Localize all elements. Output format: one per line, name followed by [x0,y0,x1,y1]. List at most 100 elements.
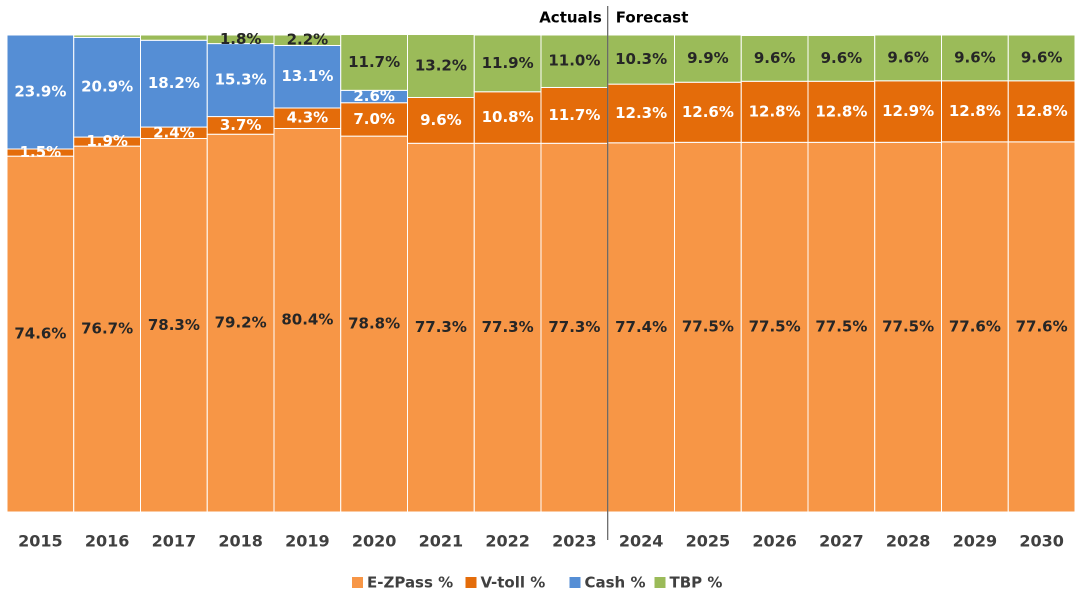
data-label: 15.3% [215,71,267,89]
data-label: 9.9% [687,49,729,67]
data-label: 77.5% [749,318,801,336]
legend-label: V-toll % [481,574,546,592]
data-label: 12.8% [949,102,1001,120]
x-tick-label: 2018 [218,532,263,551]
bar-segment [73,34,141,38]
data-label: 10.8% [482,108,534,126]
x-tick-label: 2030 [1019,532,1064,551]
data-label: 2.2% [287,31,329,49]
data-label: 12.8% [749,102,801,120]
x-tick-label: 2021 [419,532,464,551]
x-tick-label: 2017 [152,532,197,551]
data-label: 77.3% [415,318,467,336]
data-label: 11.9% [482,54,534,72]
bar-segment [140,34,208,41]
bar-segment [807,34,876,82]
bar-segment [874,80,942,143]
bar-segment [473,34,542,93]
x-tick-label: 2023 [552,532,597,551]
data-label: 77.3% [482,318,534,336]
data-label: 78.3% [148,316,200,334]
bar-segment [6,34,75,150]
bar-segment [340,102,408,137]
x-tick-label: 2027 [819,532,864,551]
data-label: 2.6% [353,87,395,105]
x-tick-label: 2019 [285,532,330,551]
x-tick-label: 2025 [686,532,731,551]
bar-segment [807,141,876,513]
data-label: 9.6% [821,49,863,67]
x-tick-label: 2022 [485,532,530,551]
bar-segment [206,43,275,118]
data-label: 12.6% [682,103,734,121]
data-label: 74.6% [14,325,66,343]
bar-segment [874,34,942,82]
x-tick-label: 2024 [619,532,664,551]
data-label: 23.9% [14,83,66,101]
bar-segment [540,86,609,144]
x-tick-label: 2020 [352,532,397,551]
data-label: 13.2% [415,57,467,75]
data-label: 78.8% [348,315,400,333]
data-label: 3.7% [220,116,262,134]
bar-segment [607,83,675,144]
legend-label: E-ZPass % [367,574,453,592]
data-label: 77.5% [882,318,934,336]
bar-segment [740,80,809,143]
legend-swatch [569,577,581,588]
data-label: 76.7% [81,320,133,338]
bar-segment [340,135,408,513]
legend-label: TBP % [670,574,723,592]
bar-segment [273,127,342,513]
bar-segment [407,34,475,98]
x-tick-label: 2026 [752,532,797,551]
bar-segment [607,34,675,85]
bar-segment [607,142,675,513]
data-label: 77.6% [1016,317,1068,335]
data-label: 9.6% [420,111,462,129]
data-label: 9.6% [887,48,929,66]
data-label: 9.6% [1021,48,1063,66]
bar-segment [807,80,876,143]
data-label: 12.8% [815,102,867,120]
x-tick-label: 2015 [18,532,63,551]
bar-segment [206,133,275,513]
data-label: 77.4% [615,318,667,336]
data-label: 1.5% [20,143,62,161]
data-label: 20.9% [81,78,133,96]
bar-segment [740,34,809,82]
data-label: 11.7% [548,106,600,124]
bar-segment [407,96,475,144]
annotation: Forecast [616,9,689,27]
data-label: 18.2% [148,74,200,92]
data-label: 4.3% [287,109,329,127]
data-label: 11.0% [548,52,600,70]
data-label: 80.4% [281,311,333,329]
legend-swatch [654,577,666,588]
data-label: 9.6% [754,49,796,67]
bar-segment [1007,80,1075,143]
data-label: 2.4% [153,123,195,141]
x-tick-label: 2029 [953,532,998,551]
bar-segment [1007,141,1075,513]
data-label: 9.6% [954,48,996,66]
bar-segment [340,34,408,91]
data-label: 77.6% [949,317,1001,335]
bar-segment [473,142,542,513]
data-label: 13.1% [281,67,333,85]
legend-swatch [352,577,363,588]
data-label: 77.3% [548,318,600,336]
data-label: 1.8% [220,30,262,48]
data-label: 12.8% [1016,102,1068,120]
legend-label: Cash % [585,574,646,592]
annotation: Actuals [539,9,602,27]
x-tick-label: 2016 [85,532,130,551]
bar-segment [6,155,75,513]
data-label: 11.7% [348,53,400,71]
bar-segment [941,141,1009,513]
data-label: 77.5% [815,318,867,336]
x-tick-label: 2028 [886,532,931,551]
data-label: 79.2% [215,314,267,332]
bar-segment [407,142,475,513]
